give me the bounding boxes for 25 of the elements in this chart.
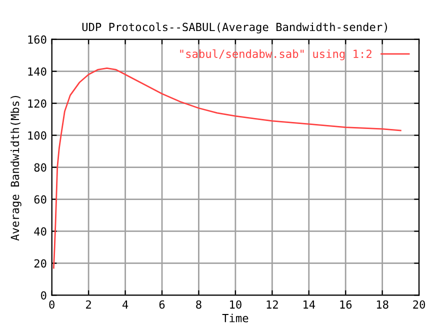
y-tick-label: 40: [34, 227, 46, 236]
x-tick-label: 4: [122, 300, 128, 309]
x-tick-label: 8: [196, 300, 202, 309]
y-tick-label: 20: [34, 259, 46, 268]
line-series: [52, 67, 402, 269]
legend-label: "sabul/sendabw.sab" using 1:2: [180, 49, 372, 60]
y-tick-label: 160: [28, 35, 46, 44]
x-tick-label: 0: [49, 300, 54, 309]
x-tick-label: 14: [304, 300, 316, 309]
y-tick-label: 120: [28, 99, 46, 108]
x-tick-label: 10: [230, 300, 242, 309]
y-tick-label: 140: [28, 67, 46, 76]
x-tick-label: 12: [266, 300, 278, 309]
chart-title: UDP Protocols--SABUL(Average Bandwidth-sender): [82, 22, 387, 34]
x-tick-label: 6: [159, 300, 165, 309]
x-tick-label: 16: [340, 300, 352, 309]
y-tick-label: 60: [34, 195, 46, 204]
x-tick-label: 18: [376, 300, 388, 309]
x-axis-title: Time: [222, 314, 248, 322]
x-tick-label: 20: [413, 300, 426, 309]
y-tick-label: 100: [28, 131, 46, 140]
y-axis-title: Average Bandwidth(Mbs): [10, 96, 22, 241]
y-tick-label: 80: [34, 163, 46, 172]
y-tick-label: 0: [41, 291, 46, 300]
x-tick-label: 2: [86, 300, 91, 309]
